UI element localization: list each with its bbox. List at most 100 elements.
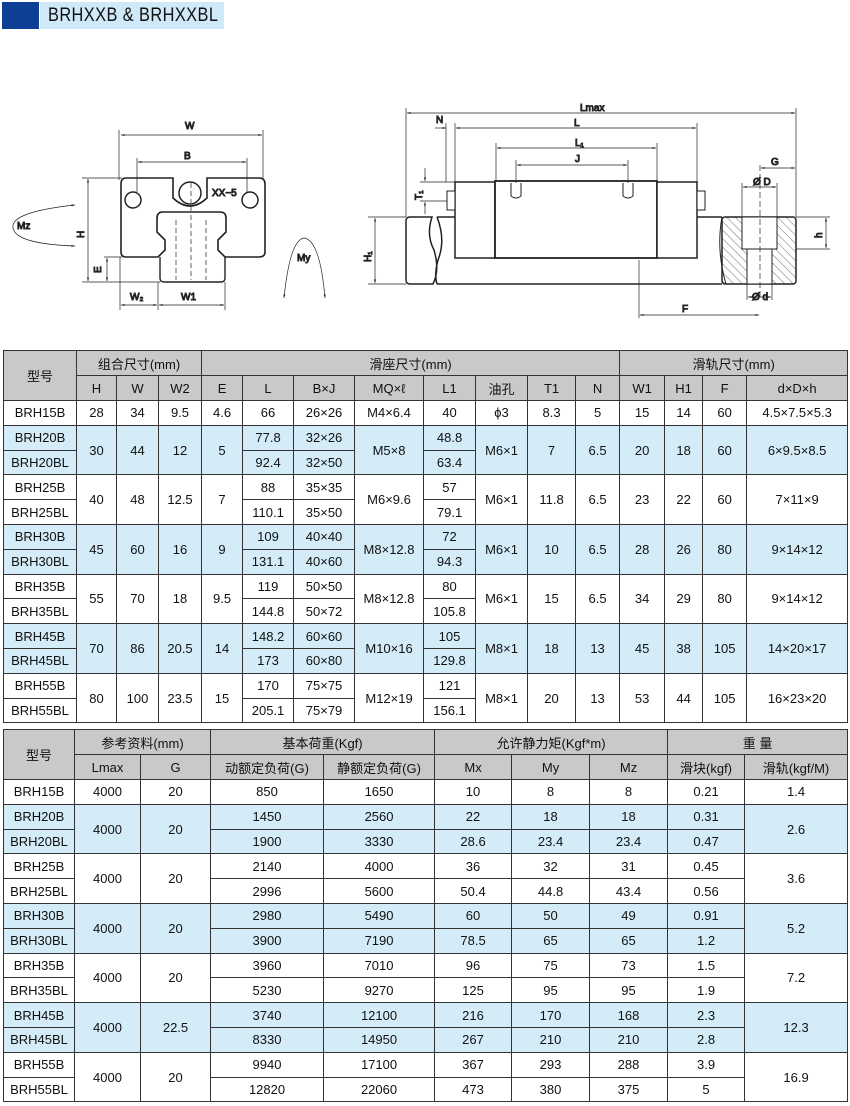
value-cell: 50×50: [293, 573, 356, 600]
table-row: BRH35BL 144.8 50×72 105.8: [3, 598, 848, 625]
model-cell: BRH25B: [3, 853, 75, 880]
value-cell: 73: [589, 952, 669, 979]
value-cell: 5230: [210, 977, 325, 1004]
value-cell: 9: [201, 523, 244, 575]
model-cell: BRH55BL: [3, 1076, 75, 1103]
value-cell: 7: [201, 474, 244, 525]
value-cell: 4000: [74, 853, 141, 904]
value-cell: 14950: [323, 1026, 436, 1053]
model-cell: BRH35BL: [3, 977, 75, 1004]
technical-drawing: W B XX−5 Mz H E W₂ W1 My: [12, 103, 830, 318]
value-cell: 15: [201, 672, 244, 724]
column-header: H: [76, 375, 117, 401]
model-cell: BRH30B: [3, 902, 75, 929]
value-cell: 12.5: [157, 474, 203, 525]
column-header: 动额定负荷(G): [210, 754, 325, 780]
column-header: 滑块(kgf): [667, 754, 746, 780]
value-cell: 20: [619, 424, 666, 476]
value-cell: 12.3: [744, 1002, 849, 1053]
label-F: F: [682, 304, 688, 315]
value-cell: 35×35: [293, 474, 356, 501]
model-cell: BRH35B: [3, 573, 77, 600]
model-cell: BRH55B: [3, 672, 77, 699]
label-T1: T₁: [414, 190, 425, 200]
value-cell: 105.8: [423, 598, 477, 625]
model-cell: BRH20B: [3, 803, 75, 830]
value-cell: 20.5: [157, 623, 203, 674]
column-header: B×J: [293, 375, 356, 401]
value-cell: 2980: [210, 902, 325, 929]
value-cell: 18: [589, 803, 669, 830]
model-cell: BRH25BL: [3, 499, 77, 525]
value-cell: 60×60: [293, 623, 356, 649]
value-cell: 77.8: [242, 424, 295, 451]
value-cell: 40: [423, 400, 477, 426]
value-cell: 70: [116, 573, 159, 625]
value-cell: 80: [423, 573, 477, 600]
header-row-groups: 型号 参考资料(mm) 基本荷重(Kgf) 允许静力矩(Kgf*m) 重 量: [3, 729, 849, 780]
model-cell: BRH45B: [3, 623, 77, 649]
value-cell: 88: [242, 474, 295, 501]
value-cell: 367: [434, 1051, 513, 1078]
value-cell: 75×79: [293, 697, 356, 724]
label-H1: H₁: [363, 251, 374, 262]
label-screw: XX−5: [212, 188, 237, 199]
value-cell: 50×72: [293, 598, 356, 625]
value-cell: 9270: [323, 977, 436, 1004]
table-row: BRH30BL 131.1 40×60 94.3: [3, 548, 848, 575]
group-header: 滑座尺寸(mm): [201, 350, 621, 376]
value-cell: 43.4: [589, 878, 669, 904]
value-cell: 8330: [210, 1026, 325, 1053]
table-row: BRH20BL 92.4 32×50 63.4: [3, 449, 848, 476]
table-row: BRH20BL 1900 3330 28.6 23.4 23.4 0.47: [3, 828, 848, 855]
side-view: Lmax N L L₁ J T₁ H₁ G Ø D h Ø d F: [363, 103, 830, 318]
model-cell: BRH20BL: [3, 449, 77, 476]
label-L1: L₁: [575, 138, 585, 149]
value-cell: 5490: [323, 902, 436, 929]
value-cell: 109: [242, 523, 295, 550]
value-cell: 15: [619, 400, 666, 426]
value-cell: 9940: [210, 1051, 325, 1078]
value-cell: 8: [589, 779, 669, 805]
value-cell: 17100: [323, 1051, 436, 1078]
model-cell: BRH20B: [3, 424, 77, 451]
table-row: BRH20B 4000 20 1450 2560 22 18 18 0.31 2.6: [3, 803, 849, 855]
column-header: N: [575, 375, 621, 401]
value-cell: 38: [664, 623, 704, 674]
table-row: BRH15B 4000 20 850 1650 10 8 8 0.21 1.4: [3, 779, 849, 805]
value-cell: 473: [434, 1076, 513, 1103]
value-cell: M6×1: [475, 523, 529, 575]
value-cell: 4000: [74, 779, 141, 805]
value-cell: 28: [76, 400, 117, 426]
value-cell: 72: [423, 523, 477, 550]
value-cell: 205.1: [242, 697, 295, 724]
value-cell: 22: [664, 474, 704, 525]
table-row: BRH55B 4000 20 9940 17100 367 293 288 3.9 16.9: [3, 1051, 849, 1103]
value-cell: 45: [76, 523, 117, 575]
column-header: W1: [619, 375, 666, 401]
column-header: Lmax: [74, 754, 141, 780]
value-cell: 156.1: [423, 697, 477, 724]
value-cell: 26×26: [293, 400, 356, 426]
table-row: BRH25B 40 48 12.5 7 88 35×35 M6×9.6 57 M6×1 11.8 6.…: [3, 474, 849, 525]
model-cell: BRH35BL: [3, 598, 77, 625]
group-header: 滑轨尺寸(mm): [619, 350, 849, 376]
value-cell: 0.31: [667, 803, 746, 830]
value-cell: 14: [664, 400, 704, 426]
model-cell: BRH15B: [3, 779, 75, 805]
value-cell: 44: [116, 424, 159, 476]
value-cell: 75×75: [293, 672, 356, 699]
label-J: J: [575, 154, 580, 165]
title-bar: [40, 2, 224, 29]
value-cell: 1.2: [667, 927, 746, 954]
value-cell: 105: [423, 623, 477, 649]
table-row: BRH20B 30 44 12 5 77.8 32×26 M5×8 48.8 M6×1 7 6.5 20…: [3, 424, 849, 476]
value-cell: 6.5: [575, 573, 621, 625]
column-header: W2: [157, 375, 203, 401]
column-header: 静额定负荷(G): [323, 754, 436, 780]
value-cell: 30: [76, 424, 117, 476]
value-cell: 15: [527, 573, 577, 625]
value-cell: M8×12.8: [354, 573, 425, 625]
value-cell: 22060: [323, 1076, 436, 1103]
